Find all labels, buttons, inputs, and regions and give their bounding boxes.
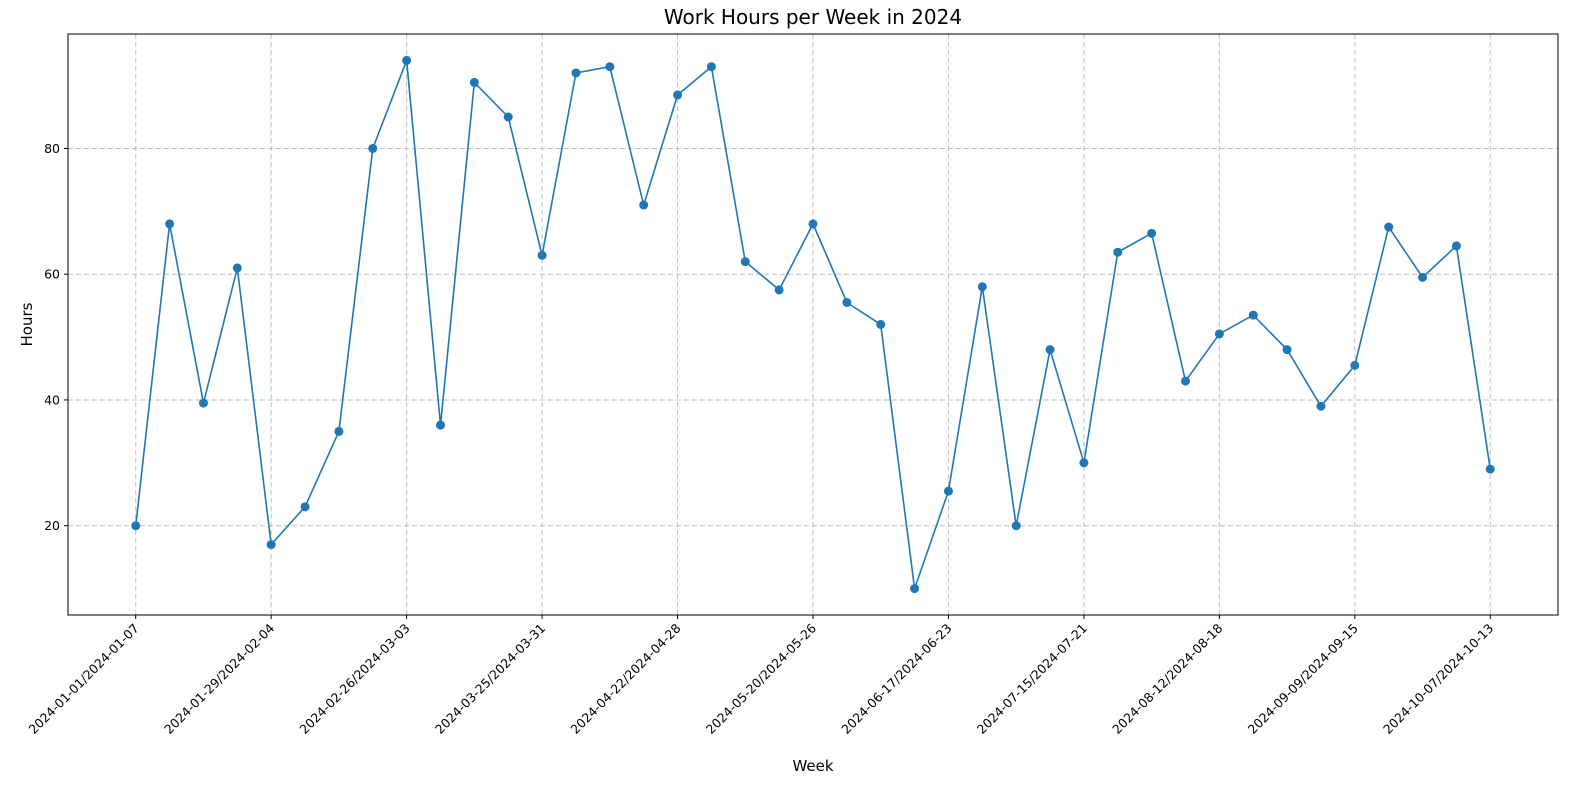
x-tick-label: 2024-08-12/2024-08-18 bbox=[1109, 620, 1225, 736]
x-tick-label: 2024-09-09/2024-09-15 bbox=[1245, 621, 1361, 737]
x-tick-label: 2024-06-17/2024-06-23 bbox=[838, 621, 954, 737]
data-point bbox=[368, 143, 378, 153]
data-point bbox=[774, 285, 784, 295]
data-point bbox=[605, 62, 615, 72]
data-point bbox=[977, 282, 987, 292]
data-point bbox=[673, 90, 683, 100]
plot-frame bbox=[67, 33, 1559, 616]
data-point bbox=[808, 219, 818, 229]
data-point bbox=[1451, 241, 1461, 251]
data-point bbox=[266, 540, 276, 550]
data-point bbox=[571, 68, 581, 78]
data-point bbox=[639, 200, 649, 210]
x-tick-label: 2024-10-07/2024-10-13 bbox=[1380, 621, 1496, 737]
data-point bbox=[165, 219, 175, 229]
data-point bbox=[1282, 345, 1292, 355]
data-point bbox=[1113, 247, 1123, 257]
data-point bbox=[334, 426, 344, 436]
data-point bbox=[1384, 222, 1394, 232]
y-tick-label: 40 bbox=[44, 392, 60, 407]
y-tick-label: 80 bbox=[44, 141, 60, 156]
data-point bbox=[1011, 521, 1021, 531]
x-tick-label: 2024-02-26/2024-03-03 bbox=[296, 621, 412, 737]
data-point bbox=[1045, 345, 1055, 355]
data-point bbox=[503, 112, 513, 122]
data-point bbox=[1147, 228, 1157, 238]
data-point bbox=[842, 297, 852, 307]
x-axis-label: Week bbox=[792, 757, 833, 775]
data-point bbox=[1418, 272, 1428, 282]
data-point bbox=[402, 55, 412, 65]
data-point bbox=[943, 486, 953, 496]
x-tick-label: 2024-03-25/2024-03-31 bbox=[432, 621, 548, 737]
y-axis: 20 40 60 80 bbox=[44, 141, 68, 533]
data-point bbox=[198, 398, 208, 408]
grid bbox=[68, 34, 1558, 615]
data-point bbox=[740, 257, 750, 267]
data-point bbox=[876, 320, 886, 329]
data-point bbox=[1316, 401, 1326, 411]
data-point bbox=[1485, 464, 1495, 474]
data-point bbox=[910, 584, 920, 594]
chart-title: Work Hours per Week in 2024 bbox=[664, 5, 962, 29]
data-point bbox=[1079, 458, 1089, 468]
data-point bbox=[1214, 329, 1224, 339]
data-point bbox=[1181, 376, 1190, 386]
x-tick-label: 2024-07-15/2024-07-21 bbox=[974, 621, 1090, 737]
data-point bbox=[1350, 360, 1360, 370]
x-tick-label: 2024-05-20/2024-05-26 bbox=[703, 620, 819, 736]
data-point bbox=[436, 420, 445, 430]
y-tick-label: 60 bbox=[44, 267, 60, 282]
x-tick-label: 2024-04-22/2024-04-28 bbox=[567, 620, 683, 736]
data-point bbox=[232, 263, 242, 273]
x-axis: 2024-01-01/2024-01-07 2024-01-29/2024-02-… bbox=[26, 615, 1496, 737]
y-tick-label: 20 bbox=[44, 518, 60, 533]
data-point bbox=[469, 77, 479, 87]
y-axis-label: Hours bbox=[18, 302, 36, 346]
data-point bbox=[706, 62, 716, 72]
data-points bbox=[131, 55, 1495, 594]
data-point bbox=[537, 250, 547, 260]
data-point bbox=[300, 502, 310, 512]
x-tick-label: 2024-01-01/2024-01-07 bbox=[26, 621, 142, 737]
data-point bbox=[1248, 310, 1258, 320]
data-point bbox=[131, 521, 141, 531]
x-tick-label: 2024-01-29/2024-02-04 bbox=[161, 620, 277, 736]
